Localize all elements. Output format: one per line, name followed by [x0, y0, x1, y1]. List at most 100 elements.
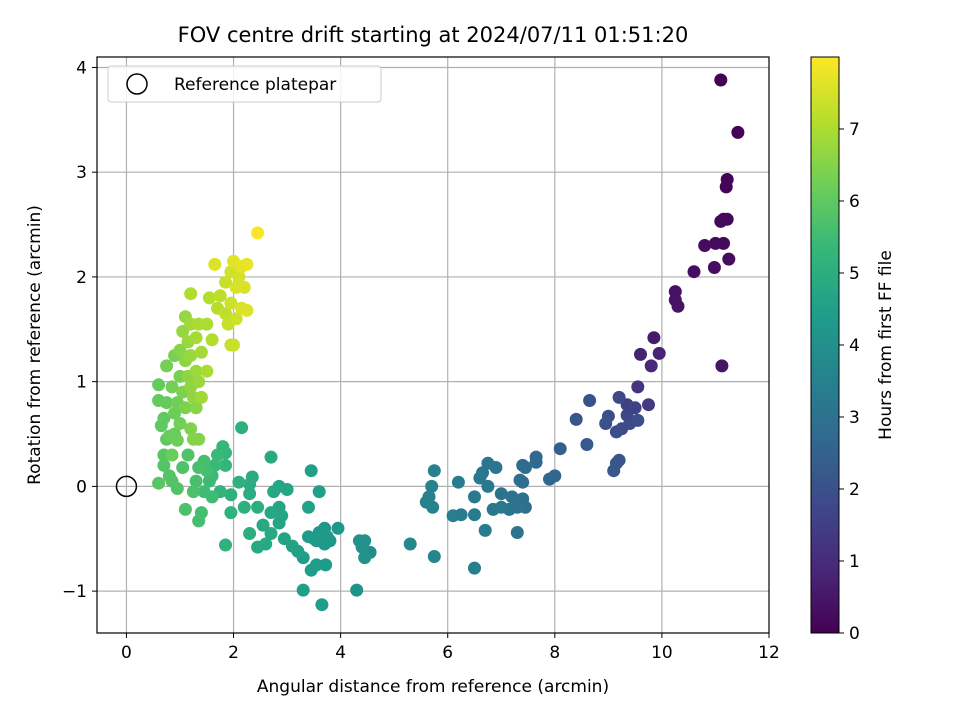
data-point-41 — [543, 472, 556, 486]
data-point-194 — [184, 287, 198, 301]
data-point-119 — [243, 527, 257, 540]
data-point-210 — [240, 303, 254, 317]
data-point-63 — [468, 508, 481, 522]
x-tick-label-1: 2 — [228, 643, 239, 663]
data-point-184 — [189, 364, 203, 378]
data-point-185 — [192, 375, 206, 389]
data-point-69 — [427, 464, 441, 478]
data-point-96 — [296, 583, 310, 597]
data-point-15 — [671, 299, 685, 313]
data-point-121 — [235, 421, 249, 435]
colorbar-tick-label-5: 5 — [849, 264, 860, 284]
data-point-202 — [219, 275, 232, 289]
data-point-145 — [176, 461, 190, 474]
data-point-201 — [227, 338, 240, 352]
data-point-123 — [224, 488, 238, 502]
data-point-118 — [251, 500, 265, 514]
data-point-88 — [318, 537, 332, 551]
reference-point — [115, 475, 138, 498]
chart-title: FOV centre drift starting at 2024/07/11 … — [178, 23, 689, 47]
data-point-124 — [224, 506, 238, 520]
data-point-65 — [451, 475, 465, 489]
data-point-11 — [707, 261, 721, 274]
y-axis-label: Rotation from reference (arcmin) — [25, 205, 45, 485]
colorbar-tick-label-6: 6 — [849, 192, 860, 212]
data-point-143 — [178, 502, 192, 516]
colorbar-ticks: 0 1 2 3 4 5 6 7 — [839, 120, 860, 644]
data-point-3 — [719, 180, 733, 194]
data-point-73 — [426, 500, 440, 514]
data-point-108 — [267, 485, 281, 499]
data-point-59 — [481, 479, 495, 493]
data-point-109 — [264, 506, 278, 520]
data-point-198 — [219, 307, 232, 321]
data-point-192 — [200, 317, 214, 331]
data-point-35 — [580, 438, 594, 451]
data-point-174 — [189, 401, 203, 415]
x-tick-label-0: 0 — [121, 643, 132, 663]
data-point-163 — [173, 417, 187, 430]
data-point-141 — [189, 474, 203, 488]
data-point-142 — [186, 485, 200, 499]
legend-marker-open-circle — [126, 73, 148, 95]
x-axis-label: Angular distance from reference (arcmin) — [257, 677, 609, 697]
data-point-45 — [516, 458, 530, 472]
data-point-189 — [194, 345, 208, 359]
data-point-29 — [631, 413, 645, 427]
data-point-39 — [553, 442, 567, 456]
x-tick-label-5: 10 — [651, 643, 673, 663]
data-point-195 — [202, 291, 216, 305]
data-points — [152, 73, 745, 612]
data-point-62 — [468, 490, 481, 504]
data-point-75 — [403, 537, 417, 551]
data-point-186 — [194, 390, 208, 404]
data-point-211 — [208, 257, 222, 271]
data-point-139 — [192, 514, 206, 528]
data-point-98 — [304, 464, 318, 478]
data-point-37 — [612, 453, 626, 467]
data-point-173 — [192, 432, 206, 446]
plot-frame — [96, 56, 770, 634]
data-point-12 — [687, 265, 701, 279]
legend: Reference platepar — [107, 65, 382, 103]
data-point-183 — [184, 349, 198, 362]
data-point-61 — [494, 500, 508, 514]
data-point-51 — [505, 490, 519, 504]
data-point-64 — [478, 523, 492, 537]
data-point-70 — [425, 479, 439, 493]
data-point-90 — [302, 530, 315, 544]
data-point-190 — [200, 364, 214, 378]
data-point-20 — [644, 359, 658, 373]
legend-label-reference-platepar: Reference platepar — [174, 75, 336, 95]
x-tick-label-3: 6 — [442, 643, 453, 663]
data-point-52 — [494, 487, 508, 501]
x-tick-label-6: 12 — [758, 643, 780, 663]
data-point-16 — [715, 359, 729, 373]
data-point-0 — [714, 73, 728, 87]
colorbar-tick-label-2: 2 — [849, 480, 860, 500]
legend-box — [107, 65, 382, 103]
data-point-204 — [229, 312, 243, 326]
data-point-171 — [184, 422, 198, 436]
data-point-34 — [569, 412, 583, 426]
colorbar-tick-label-3: 3 — [849, 408, 860, 428]
data-point-17 — [647, 331, 661, 345]
data-point-150 — [152, 476, 166, 490]
data-point-6 — [714, 214, 728, 228]
data-point-162 — [168, 406, 182, 420]
colorbar — [810, 56, 840, 634]
data-point-79 — [355, 540, 369, 554]
data-point-130 — [211, 448, 224, 462]
data-point-67 — [446, 509, 460, 523]
data-point-10 — [722, 252, 736, 266]
data-point-110 — [264, 527, 278, 540]
data-point-21 — [631, 380, 645, 394]
x-tick-label-4: 8 — [549, 643, 560, 663]
data-point-99 — [302, 500, 315, 514]
data-point-116 — [243, 477, 257, 491]
data-point-214 — [240, 257, 254, 271]
data-point-127 — [219, 458, 232, 472]
data-point-18 — [634, 347, 647, 361]
data-point-166 — [160, 359, 174, 373]
y-tick-label-3: 2 — [76, 268, 87, 288]
